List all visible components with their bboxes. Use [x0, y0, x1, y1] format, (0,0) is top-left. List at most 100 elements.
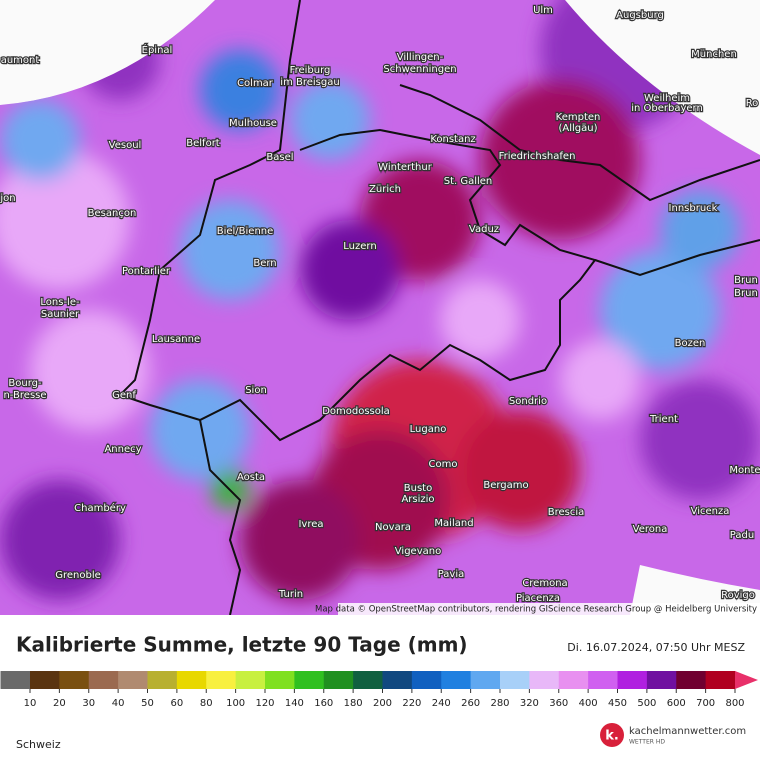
attribution: Map data © OpenStreetMap contributors, r… [315, 605, 757, 615]
precip-area [30, 310, 150, 430]
legend-tick-label: 220 [402, 698, 421, 709]
legend-swatch [30, 671, 60, 689]
city-label: Pontarlier [122, 266, 171, 277]
precip-area [660, 190, 740, 270]
legend-tick-label: 140 [285, 698, 304, 709]
borders [118, 0, 760, 616]
precip-area [150, 380, 250, 480]
city-label: Basel [266, 152, 293, 163]
precip-area [200, 50, 280, 130]
city-label: Cremona [522, 578, 567, 589]
legend-tick-label: 260 [461, 698, 480, 709]
precip-area [0, 480, 120, 600]
legend-swatch [411, 671, 442, 689]
legend-swatch [323, 671, 354, 689]
legend-tick-label: 500 [637, 698, 656, 709]
city-label: Zürich [369, 184, 401, 195]
city-label: Aosta [237, 472, 265, 483]
city-label: im Breisgau [280, 77, 339, 88]
city-label: Bergamo [483, 480, 528, 491]
city-label: Innsbruck [669, 203, 718, 214]
legend-tick-label: 160 [314, 698, 333, 709]
precip-area [300, 220, 400, 320]
legend-swatch [705, 671, 736, 689]
city-label: n-Bresse [3, 390, 46, 401]
city-label: Bern [253, 258, 276, 269]
city-label: Trient [649, 414, 678, 425]
legend-swatch [88, 671, 119, 689]
city-label: Lons-le- [40, 297, 80, 308]
legend-swatch [147, 671, 178, 689]
precip-area [0, 100, 80, 180]
legend-tick-label: 10 [24, 698, 37, 709]
city-label: Bozen [675, 338, 706, 349]
city-label: Ro [746, 98, 759, 109]
city-labels: Ulm Augsburg Épinal aumont Villingen-Schwenn… [0, 4, 760, 605]
city-label: Villingen- [397, 52, 444, 63]
city-label: Padu [730, 530, 754, 541]
city-label: Arsizio [401, 494, 434, 505]
legend-tick-label: 80 [200, 698, 213, 709]
city-label: Sondrio [509, 396, 547, 407]
city-label: Konstanz [430, 134, 475, 145]
legend-swatch [0, 671, 31, 689]
city-label: jon [0, 193, 16, 204]
legend-tick-label: 450 [608, 698, 627, 709]
city-label: Busto [404, 483, 432, 494]
city-label: Chambéry [74, 502, 126, 514]
legend-swatch [588, 671, 618, 689]
legend-swatch [558, 671, 589, 689]
legend-tick-label: 240 [432, 698, 451, 709]
city-label: Belfort [186, 138, 220, 149]
legend-swatch [470, 671, 501, 689]
footer-date: Di. 16.07.2024, 07:50 Uhr MESZ [567, 641, 745, 654]
city-label: Augsburg [616, 10, 664, 21]
legend-swatch [265, 671, 295, 689]
legend-tick-label: 200 [373, 698, 392, 709]
city-label: Bourg- [8, 378, 42, 389]
city-label: (Allgäu) [558, 123, 597, 134]
logo-k: k. [605, 729, 619, 744]
legend-swatch [676, 671, 707, 689]
city-label: Genf [112, 390, 136, 401]
legend-tick-label: 60 [171, 698, 184, 709]
region-label: Schweiz [16, 738, 61, 751]
city-label: Mulhouse [229, 118, 277, 129]
city-label: Friedrichshafen [499, 151, 576, 162]
city-label: Sion [245, 385, 267, 396]
legend-tick-label: 320 [520, 698, 539, 709]
border-at-de [399, 84, 760, 202]
footer-title: Kalibrierte Summe, letzte 90 Tage (mm) [16, 633, 468, 657]
precip-area [240, 480, 360, 600]
legend-swatch [441, 671, 472, 689]
legend-swatch [353, 671, 383, 689]
border-ch [118, 0, 597, 442]
city-label: Brun [734, 288, 758, 299]
precip-area [640, 380, 760, 500]
legend-tick-label: 400 [579, 698, 598, 709]
city-label: München [691, 49, 737, 60]
attribution-bg [338, 603, 760, 615]
precip-area [180, 200, 280, 300]
legend-tick-label: 280 [490, 698, 509, 709]
legend-tick-label: 30 [82, 698, 95, 709]
legend: 10 20 30 40 50 60 80 100 120 140 160 180 200 220 240 26… [0, 671, 758, 709]
city-label: Vaduz [469, 224, 499, 235]
legend-swatch [500, 671, 530, 689]
city-label: Pavia [438, 569, 465, 580]
city-label: Monte [729, 465, 760, 476]
city-label: Winterthur [378, 162, 433, 173]
city-label: Kempten [556, 112, 601, 123]
city-label: Rovigo [721, 590, 755, 601]
city-label: Colmar [237, 78, 274, 89]
border-at-it [594, 239, 760, 277]
city-label: Lugano [410, 424, 447, 435]
city-label: Lausanne [152, 334, 200, 345]
legend-tick-label: 700 [696, 698, 715, 709]
legend-tick-label: 800 [725, 698, 744, 709]
city-label: Freiburg [290, 65, 331, 76]
city-label: Besançon [88, 208, 137, 219]
legend-swatch [206, 671, 237, 689]
precip-area [290, 80, 370, 160]
legend-swatch [382, 671, 413, 689]
